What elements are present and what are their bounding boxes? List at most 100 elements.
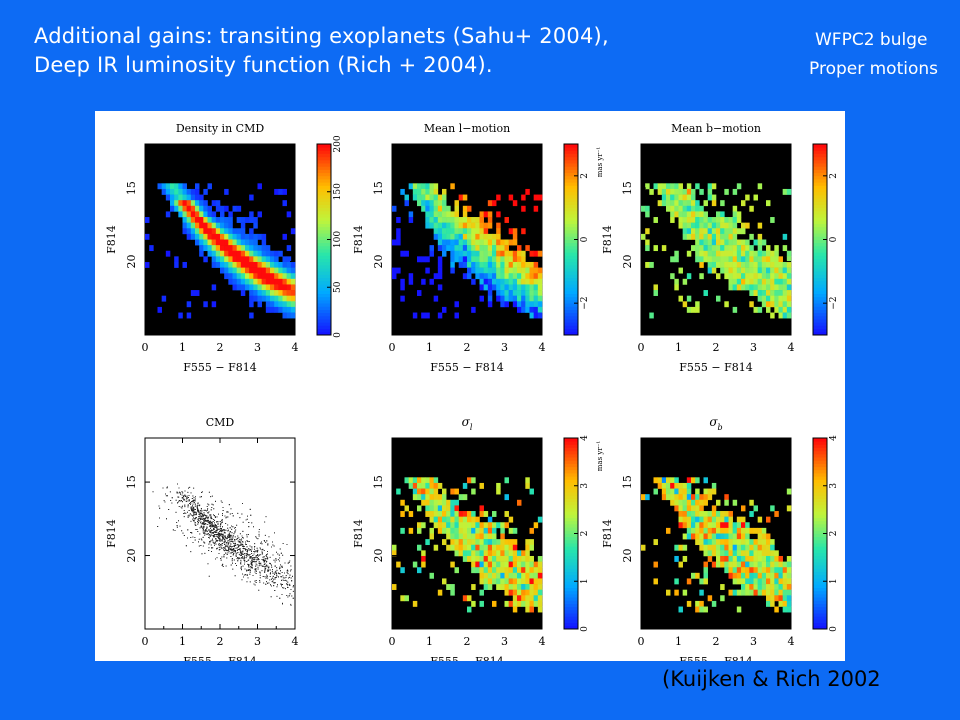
heatmap-cell	[174, 183, 179, 190]
scatter-point	[181, 507, 183, 509]
scatter-point	[206, 510, 207, 512]
scatter-point	[237, 535, 239, 537]
scatter-point	[267, 565, 269, 567]
scatter-point	[242, 565, 244, 567]
scatter-point	[191, 510, 193, 512]
scatter-point	[226, 553, 228, 555]
heatmap-cell	[483, 522, 489, 529]
heatmap-cell	[450, 544, 455, 551]
heatmap-cell	[215, 217, 221, 223]
scatter-point	[259, 571, 261, 573]
scatter-point	[220, 523, 221, 525]
heatmap-cell	[462, 205, 468, 212]
heatmap-cell	[290, 306, 296, 313]
scatter-point	[289, 585, 291, 586]
scatter-point	[223, 554, 225, 555]
colorbar-segment	[564, 328, 578, 333]
scatter-point	[229, 546, 230, 548]
scatter-point	[201, 523, 203, 525]
scatter-point	[192, 505, 193, 507]
x-tick-label: 3	[254, 341, 261, 354]
scatter-point	[241, 579, 243, 581]
heatmap-cell	[429, 482, 434, 489]
heatmap-cell	[450, 522, 455, 529]
heatmap-cell	[261, 278, 267, 285]
heatmap-cell	[429, 494, 434, 501]
scatter-point	[233, 549, 234, 550]
heatmap-cell	[257, 301, 262, 308]
heatmap-cell	[753, 256, 758, 263]
heatmap-cell	[661, 188, 667, 195]
heatmap-cell	[265, 261, 271, 268]
heatmap-cell	[682, 205, 688, 212]
heatmap-cell	[500, 561, 505, 568]
colorbar-segment	[813, 293, 827, 298]
scatter-point	[215, 543, 217, 545]
scatter-point	[254, 571, 256, 573]
heatmap-cell	[500, 261, 505, 268]
scatter-point	[238, 537, 240, 539]
colorbar-segment	[317, 182, 331, 186]
scatter-point	[184, 504, 186, 506]
heatmap-cell	[761, 239, 767, 246]
heatmap-cell	[508, 578, 514, 585]
scatter-point	[254, 558, 256, 560]
heatmap-cell	[483, 539, 489, 546]
y-tick-label: 15	[125, 181, 138, 195]
heatmap-cell	[471, 561, 476, 568]
scatter-point	[188, 515, 190, 517]
heatmap-cell	[471, 522, 476, 529]
heatmap-cell	[691, 222, 696, 229]
heatmap-cell	[770, 284, 775, 291]
scatter-point	[182, 532, 184, 534]
heatmap-cell	[487, 267, 493, 274]
heatmap-cell	[442, 194, 447, 201]
heatmap-cell	[533, 250, 539, 257]
scatter-point	[213, 535, 215, 536]
scatter-point	[208, 529, 210, 531]
colorbar-segment	[813, 252, 827, 256]
heatmap-cell	[446, 511, 451, 517]
heatmap-cell	[458, 511, 464, 517]
heatmap-cell	[728, 278, 733, 285]
scatter-point	[197, 518, 199, 520]
heatmap-cell	[475, 516, 480, 523]
scatter-point	[253, 583, 255, 585]
scatter-point	[208, 520, 209, 521]
heatmap-cell	[496, 295, 501, 302]
colorbar-segment	[813, 239, 827, 244]
heatmap-cell	[186, 211, 192, 218]
scatter-point	[243, 576, 244, 578]
heatmap-cell	[657, 200, 663, 207]
heatmap-cell	[778, 261, 783, 268]
heatmap-cell	[487, 217, 493, 223]
scatter-point	[199, 504, 201, 506]
scatter-point	[292, 590, 294, 592]
scatter-point	[278, 576, 279, 578]
heatmap-cell	[678, 200, 683, 207]
scatter-point	[228, 547, 230, 549]
heatmap-cell	[512, 550, 518, 557]
scatter-point	[285, 588, 286, 590]
heatmap-cell	[170, 205, 175, 212]
scatter-point	[227, 534, 229, 536]
scatter-point	[253, 561, 255, 563]
scatter-point	[229, 535, 231, 537]
heatmap-cell	[483, 578, 489, 585]
scatter-point	[188, 514, 190, 516]
heatmap-cell	[190, 290, 196, 296]
scatter-point	[198, 510, 199, 512]
heatmap-cell	[678, 217, 683, 223]
scatter-point	[174, 530, 176, 531]
scatter-point	[215, 525, 217, 527]
scatter-point	[218, 535, 220, 537]
scatter-point	[225, 552, 227, 554]
heatmap-cell	[421, 200, 426, 207]
scatter-point	[254, 580, 256, 582]
scatter-point	[207, 520, 208, 521]
scatter-point	[257, 554, 258, 556]
scatter-point	[222, 529, 224, 531]
scatter-point	[242, 521, 244, 523]
y-axis-label: F814	[352, 225, 365, 254]
scatter-point	[279, 560, 280, 562]
